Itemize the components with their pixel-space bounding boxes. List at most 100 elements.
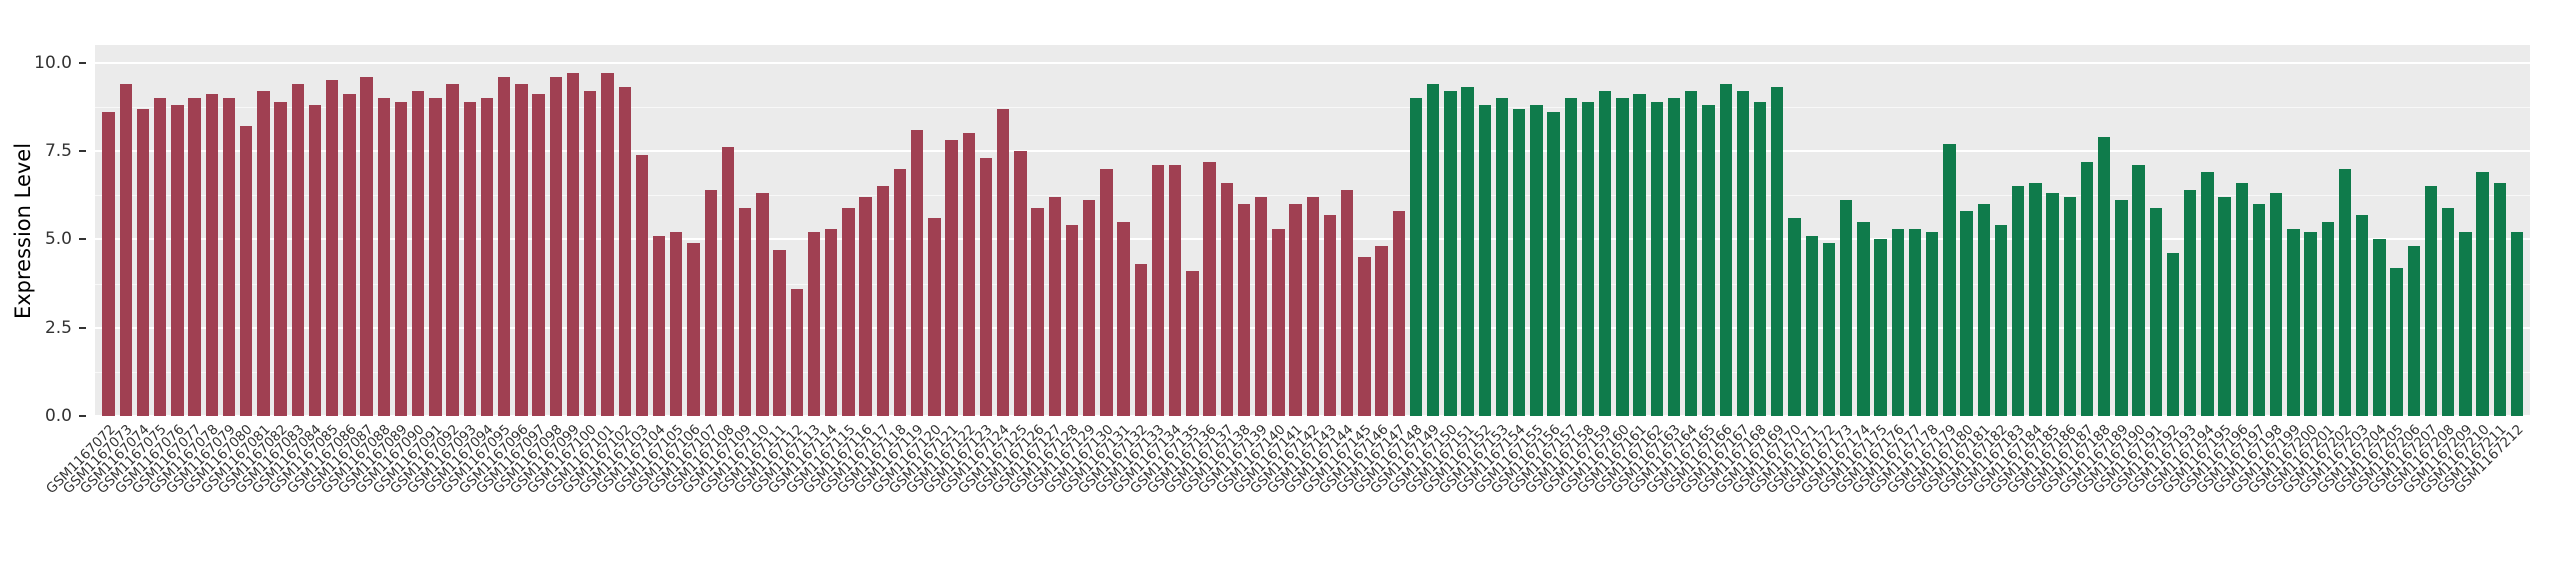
bar bbox=[222, 98, 236, 416]
bar-slot: GSM1167142 bbox=[1247, 45, 1323, 497]
bar bbox=[1977, 204, 1990, 416]
bar bbox=[257, 90, 270, 416]
bar bbox=[910, 129, 924, 416]
bar-slot: GSM1167168 bbox=[1694, 45, 1770, 497]
bar bbox=[377, 98, 391, 416]
bar bbox=[360, 76, 373, 416]
bar-slot: GSM1167187 bbox=[2021, 45, 2097, 497]
bar bbox=[1117, 221, 1130, 416]
bar-slot: GSM1167108 bbox=[662, 45, 738, 497]
bar bbox=[136, 108, 150, 416]
bar bbox=[2321, 221, 2334, 416]
bar-slot: GSM1167146 bbox=[1316, 45, 1392, 497]
bar-slot: GSM1167207 bbox=[2365, 45, 2441, 497]
bar bbox=[2476, 172, 2489, 416]
bar bbox=[1994, 225, 2008, 416]
y-tick-mark bbox=[79, 326, 86, 329]
bar bbox=[240, 126, 253, 416]
bar-slot: GSM1167143 bbox=[1264, 45, 1340, 497]
bar bbox=[2029, 182, 2042, 416]
bar-slot: GSM1167201 bbox=[2262, 45, 2338, 497]
bar bbox=[1822, 242, 1836, 416]
bar-slot: GSM1167194 bbox=[2142, 45, 2217, 497]
bar bbox=[1392, 211, 1406, 416]
bar-slot: GSM1167094 bbox=[421, 45, 497, 497]
bar bbox=[1375, 246, 1388, 416]
bar-slot: GSM1167121 bbox=[886, 45, 961, 497]
bar bbox=[2201, 172, 2214, 416]
bar-slot: GSM1167073 bbox=[60, 45, 136, 497]
bar-slot: GSM1167106 bbox=[628, 45, 703, 497]
bar bbox=[1444, 90, 1457, 416]
bar-slot: GSM1167082 bbox=[215, 45, 291, 497]
bar-slot: GSM1167169 bbox=[1712, 45, 1787, 497]
bar bbox=[1547, 112, 1560, 416]
bar bbox=[1650, 101, 1664, 416]
bar bbox=[1306, 196, 1319, 416]
bar-slot: GSM1167126 bbox=[972, 45, 1047, 497]
bar bbox=[824, 228, 838, 416]
bar bbox=[756, 193, 769, 416]
bar bbox=[1719, 83, 1732, 416]
bar bbox=[928, 218, 941, 416]
bar bbox=[171, 105, 184, 416]
bar bbox=[2493, 182, 2507, 416]
bar-slot: GSM1167178 bbox=[1867, 45, 1942, 497]
bar-slot: GSM1167120 bbox=[869, 45, 944, 497]
bar bbox=[1203, 161, 1216, 416]
bar bbox=[721, 147, 735, 416]
bar-slot: GSM1167188 bbox=[2039, 45, 2114, 497]
bar bbox=[1788, 218, 1801, 416]
bar-slot: GSM1167205 bbox=[2331, 45, 2407, 497]
bar-slot: GSM1167190 bbox=[2073, 45, 2148, 497]
y-tick-label: 10.0 bbox=[34, 52, 72, 73]
bar bbox=[1685, 90, 1698, 416]
bar bbox=[1702, 105, 1715, 416]
bar bbox=[119, 83, 132, 416]
bar bbox=[2373, 239, 2386, 416]
bar-slot: GSM1167100 bbox=[525, 45, 600, 497]
bar bbox=[2235, 182, 2248, 416]
bar bbox=[1564, 98, 1578, 416]
bar bbox=[807, 232, 821, 416]
bar-slot: GSM1167182 bbox=[1935, 45, 2011, 497]
bar-slot: GSM1167184 bbox=[1970, 45, 2045, 497]
bar bbox=[326, 80, 339, 416]
bar-slot: GSM1167099 bbox=[507, 45, 583, 497]
bar-slot: GSM1167074 bbox=[77, 45, 153, 497]
bar-slot: GSM1167122 bbox=[903, 45, 979, 497]
bar-slot: GSM1167078 bbox=[146, 45, 222, 497]
bar-slot: GSM1167104 bbox=[593, 45, 669, 497]
bar bbox=[1857, 221, 1870, 416]
bar bbox=[2011, 186, 2025, 416]
bar-slot: GSM1167163 bbox=[1608, 45, 1684, 497]
bar-slot: GSM1167110 bbox=[697, 45, 772, 497]
bar-slot: GSM1167081 bbox=[198, 45, 273, 497]
bar bbox=[1358, 257, 1371, 416]
bar bbox=[1237, 204, 1251, 416]
bar-slot: GSM1167210 bbox=[2417, 45, 2493, 497]
bar bbox=[962, 133, 975, 416]
bar-slot: GSM1167196 bbox=[2176, 45, 2252, 497]
bar-slot: GSM1167211 bbox=[2434, 45, 2510, 497]
bar-slot: GSM1167183 bbox=[1953, 45, 2028, 497]
bar-slot: GSM1167209 bbox=[2400, 45, 2475, 497]
bar bbox=[2097, 136, 2111, 416]
bar-slot: GSM1167084 bbox=[249, 45, 325, 497]
bar bbox=[1513, 108, 1526, 416]
bar-slot: GSM1167083 bbox=[232, 45, 308, 497]
bar-slot: GSM1167089 bbox=[335, 45, 411, 497]
bar bbox=[2510, 232, 2524, 416]
bar bbox=[343, 94, 356, 416]
bar bbox=[2356, 214, 2369, 416]
bar-slot: GSM1167118 bbox=[834, 45, 910, 497]
bar bbox=[429, 98, 442, 416]
bar bbox=[687, 242, 700, 416]
bar bbox=[2063, 196, 2076, 416]
bar-slot: GSM1167171 bbox=[1746, 45, 1822, 497]
bar-slot: GSM1167077 bbox=[129, 45, 205, 497]
bar-slot: GSM1167164 bbox=[1626, 45, 1701, 497]
bar-slot: GSM1167191 bbox=[2090, 45, 2166, 497]
bar-slot: GSM1167149 bbox=[1368, 45, 1443, 497]
bar-slot: GSM1167093 bbox=[404, 45, 480, 497]
